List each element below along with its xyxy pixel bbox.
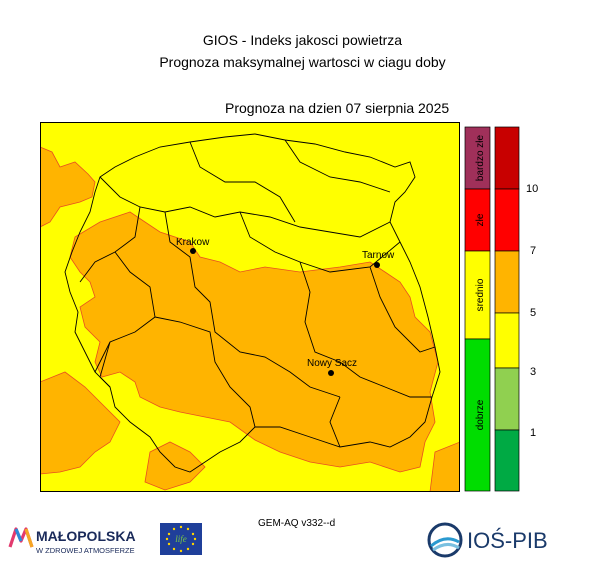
svg-text:MAŁOPOLSKA: MAŁOPOLSKA	[36, 528, 136, 544]
orange-zone-main	[69, 211, 439, 473]
band-3	[494, 250, 520, 314]
forecast-date: Prognoza na dzien 07 sierpnia 2025	[225, 100, 450, 116]
orange-zone-south	[144, 441, 206, 491]
city-label: Krakow	[176, 237, 210, 248]
svg-text:life: life	[175, 534, 187, 544]
band-2	[494, 188, 520, 252]
category-dobrze	[464, 338, 491, 492]
county-border-11	[329, 396, 341, 448]
tick-label: 1	[530, 427, 536, 439]
city-label: Nowy Sacz	[307, 358, 357, 369]
city-marker	[190, 248, 196, 254]
tick-label: 7	[530, 245, 536, 257]
ios-pib-logo: IOŚ-PIB	[427, 522, 548, 558]
county-border-9	[189, 141, 296, 223]
eu-stars-icon	[165, 525, 197, 553]
legend-scale: bardzo złe złe srednio dobrze 10 7 5 3 1	[464, 126, 538, 492]
county-border-2	[164, 211, 341, 398]
svg-text:IOŚ-PIB: IOŚ-PIB	[467, 528, 548, 553]
malopolska-logo: MAŁOPOLSKA W ZDROWEJ ATMOSFERZE	[8, 527, 136, 555]
category-bardzo-zle	[464, 126, 491, 190]
tick-label: 10	[526, 183, 538, 195]
category-label: złe	[475, 213, 486, 226]
category-label: bardzo złe	[475, 134, 486, 181]
title-line-1: GIOS - Indeks jakosci powietrza	[202, 32, 403, 48]
band-4	[494, 312, 520, 369]
city-label: Tarnow	[362, 250, 395, 261]
tick-label: 3	[530, 366, 536, 378]
band-6	[494, 429, 520, 492]
county-border-7	[299, 261, 432, 398]
orange-zone-east	[429, 441, 460, 492]
forecast-map: Krakow Tarnow Nowy Sacz	[40, 122, 460, 492]
model-version: GEM-AQ v332--d	[258, 518, 336, 529]
city-marker	[328, 370, 334, 376]
voivodeship-border	[64, 133, 441, 473]
city-tarnow: Tarnow	[362, 250, 395, 268]
orange-zones	[40, 146, 460, 492]
category-label: dobrze	[475, 399, 486, 430]
county-border-6	[154, 316, 256, 428]
map-frame	[40, 122, 460, 492]
ios-globe-icon	[427, 522, 463, 558]
orange-zone-west	[40, 146, 96, 228]
category-srednio	[464, 250, 491, 340]
title-line-2: Prognoza maksymalnej wartosci w ciagu do…	[159, 54, 446, 70]
eu-life-logo: life	[160, 523, 202, 555]
band-1	[494, 126, 520, 190]
county-border-12	[99, 341, 111, 388]
tick-label: 5	[530, 307, 536, 319]
orange-zone-southwest	[40, 371, 121, 475]
county-border-8	[369, 266, 436, 353]
city-nowy-sacz: Nowy Sacz	[307, 358, 357, 376]
city-marker	[374, 262, 380, 268]
band-5	[494, 367, 520, 431]
county-border-1	[99, 176, 391, 238]
svg-text:W ZDROWEJ ATMOSFERZE: W ZDROWEJ ATMOSFERZE	[36, 546, 135, 555]
category-zle	[464, 188, 491, 252]
county-border-10	[284, 139, 391, 193]
category-label: srednio	[475, 278, 486, 311]
admin-borders	[64, 133, 441, 473]
city-krakow: Krakow	[176, 237, 210, 254]
